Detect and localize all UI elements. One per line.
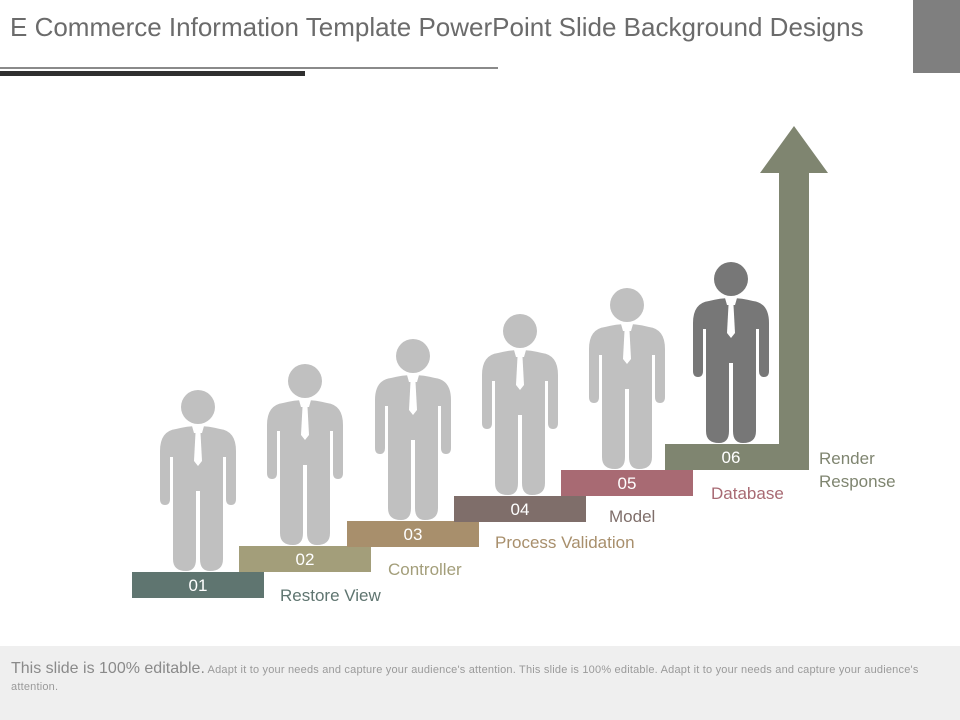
person-head: [288, 364, 322, 398]
step-label-04: Model: [609, 507, 656, 526]
person-body: [375, 375, 451, 520]
step-number-06: 06: [722, 448, 741, 467]
tie: [727, 305, 735, 338]
step-number-01: 01: [189, 576, 208, 595]
step-label-02: Controller: [388, 560, 462, 579]
shirt-collar: [514, 350, 526, 357]
footer-body: Adapt it to your needs and capture your …: [11, 664, 919, 693]
person-icon-01: [160, 390, 236, 571]
person-body: [267, 400, 343, 545]
footer-lead: This slide is 100% editable.: [11, 660, 205, 677]
tie: [409, 382, 417, 415]
growth-arrow: [760, 126, 828, 470]
person-body: [160, 426, 236, 571]
tie: [194, 433, 202, 466]
person-icon-04: [482, 314, 558, 495]
shirt-collar: [192, 426, 204, 433]
title-underline-thick: [0, 71, 305, 76]
person-head: [503, 314, 537, 348]
person-head: [610, 288, 644, 322]
person-head: [714, 262, 748, 296]
step-block-03: [347, 521, 479, 547]
person-head: [396, 339, 430, 373]
step-number-03: 03: [404, 525, 423, 544]
step-block-02: [239, 546, 371, 572]
step-label-05: Database: [711, 484, 784, 503]
shirt-collar: [725, 298, 737, 305]
footer-bar: This slide is 100% editable. Adapt it to…: [0, 646, 960, 720]
step-label-03: Process Validation: [495, 533, 635, 552]
person-icon-06: [693, 262, 769, 443]
step-block-01: [132, 572, 264, 598]
step-number-02: 02: [296, 550, 315, 569]
title-underline-thin: [0, 67, 498, 69]
footer-text: This slide is 100% editable. Adapt it to…: [11, 660, 941, 696]
step-block-06: [665, 444, 797, 470]
slide-title: E Commerce Information Template PowerPoi…: [10, 12, 864, 42]
person-body: [693, 298, 769, 443]
tie: [301, 407, 309, 440]
tie: [623, 331, 631, 364]
tie: [516, 357, 524, 390]
step-block-05: [561, 470, 693, 496]
person-body: [589, 324, 665, 469]
corner-accent-box: [913, 0, 960, 73]
step-number-05: 05: [618, 474, 637, 493]
shirt-collar: [299, 400, 311, 407]
step-label-01: Restore View: [280, 586, 381, 605]
step-number-04: 04: [511, 500, 530, 519]
shirt-collar: [621, 324, 633, 331]
person-icon-02: [267, 364, 343, 545]
step-label-06: Render Response: [819, 449, 896, 491]
shirt-collar: [407, 375, 419, 382]
steps-diagram: 01 02 03 04 05 06: [132, 126, 828, 598]
person-icon-05: [589, 288, 665, 469]
person-icon-03: [375, 339, 451, 520]
person-head: [181, 390, 215, 424]
step-block-04: [454, 496, 586, 522]
person-body: [482, 350, 558, 495]
